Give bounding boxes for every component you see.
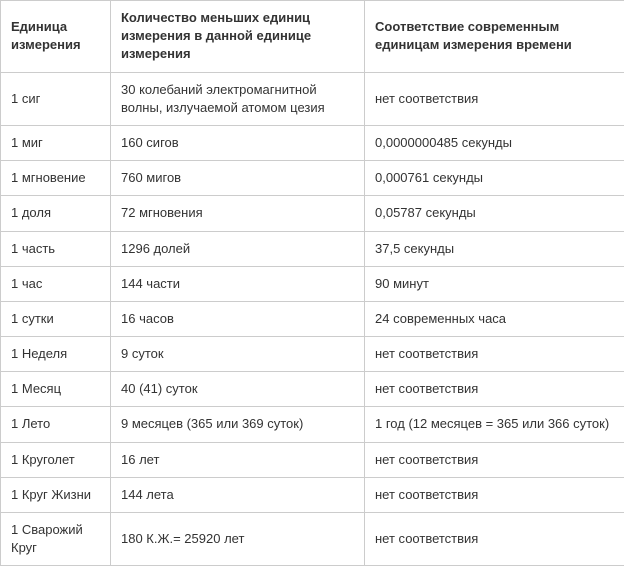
table-cell: 1 Неделя <box>1 337 111 372</box>
table-cell: 160 сигов <box>111 125 365 160</box>
table-cell: 90 минут <box>365 266 624 301</box>
table-row: 1 Круголет16 летнет соответствия <box>1 442 624 477</box>
table-cell: 1 сутки <box>1 301 111 336</box>
table-row: 1 доля72 мгновения0,05787 секунды <box>1 196 624 231</box>
table-cell: нет соответствия <box>365 477 624 512</box>
table-row: 1 Сварожий Круг180 К.Ж.= 25920 летнет со… <box>1 513 624 566</box>
table-cell: нет соответствия <box>365 337 624 372</box>
table-cell: 30 колебаний электромагнитной волны, изл… <box>111 72 365 125</box>
col-header-modern: Соответствие современным единицам измере… <box>365 1 624 73</box>
table-row: 1 Круг Жизни144 летанет соответствия <box>1 477 624 512</box>
table-cell: 1 сиг <box>1 72 111 125</box>
table-row: 1 сиг30 колебаний электромагнитной волны… <box>1 72 624 125</box>
table-cell: 37,5 секунды <box>365 231 624 266</box>
table-cell: 1 миг <box>1 125 111 160</box>
table-header-row: Единица измерения Количество меньших еди… <box>1 1 624 73</box>
table-cell: 40 (41) суток <box>111 372 365 407</box>
col-header-unit: Единица измерения <box>1 1 111 73</box>
table-cell: 1296 долей <box>111 231 365 266</box>
table-cell: 1 Круг Жизни <box>1 477 111 512</box>
time-units-table: Единица измерения Количество меньших еди… <box>0 0 624 566</box>
table-cell: 72 мгновения <box>111 196 365 231</box>
table-cell: нет соответствия <box>365 442 624 477</box>
table-row: 1 миг160 сигов0,0000000485 секунды <box>1 125 624 160</box>
table-cell: 9 месяцев (365 или 369 суток) <box>111 407 365 442</box>
table-cell: 180 К.Ж.= 25920 лет <box>111 513 365 566</box>
table-cell: 144 части <box>111 266 365 301</box>
table-cell: 16 часов <box>111 301 365 336</box>
time-units-table-wrapper: Единица измерения Количество меньших еди… <box>0 0 624 566</box>
table-cell: 1 Месяц <box>1 372 111 407</box>
table-cell: нет соответствия <box>365 513 624 566</box>
table-row: 1 мгновение760 мигов0,000761 секунды <box>1 161 624 196</box>
table-cell: 760 мигов <box>111 161 365 196</box>
table-cell: 0,05787 секунды <box>365 196 624 231</box>
table-cell: 1 час <box>1 266 111 301</box>
table-cell: 1 доля <box>1 196 111 231</box>
table-body: 1 сиг30 колебаний электромагнитной волны… <box>1 72 624 566</box>
table-cell: 9 суток <box>111 337 365 372</box>
table-cell: 24 современных часа <box>365 301 624 336</box>
table-cell: 1 год (12 месяцев = 365 или 366 суток) <box>365 407 624 442</box>
table-cell: нет соответствия <box>365 72 624 125</box>
table-cell: 16 лет <box>111 442 365 477</box>
table-row: 1 Месяц40 (41) сутокнет соответствия <box>1 372 624 407</box>
table-cell: 1 часть <box>1 231 111 266</box>
table-row: 1 Лето9 месяцев (365 или 369 суток)1 год… <box>1 407 624 442</box>
table-row: 1 Неделя9 сутокнет соответствия <box>1 337 624 372</box>
table-cell: 1 мгновение <box>1 161 111 196</box>
table-cell: 0,000761 секунды <box>365 161 624 196</box>
table-cell: 1 Лето <box>1 407 111 442</box>
table-row: 1 час144 части90 минут <box>1 266 624 301</box>
table-row: 1 часть1296 долей37,5 секунды <box>1 231 624 266</box>
table-cell: 0,0000000485 секунды <box>365 125 624 160</box>
table-cell: 1 Сварожий Круг <box>1 513 111 566</box>
col-header-quantity: Количество меньших единиц измерения в да… <box>111 1 365 73</box>
table-cell: 144 лета <box>111 477 365 512</box>
table-cell: нет соответствия <box>365 372 624 407</box>
table-cell: 1 Круголет <box>1 442 111 477</box>
table-row: 1 сутки16 часов24 современных часа <box>1 301 624 336</box>
